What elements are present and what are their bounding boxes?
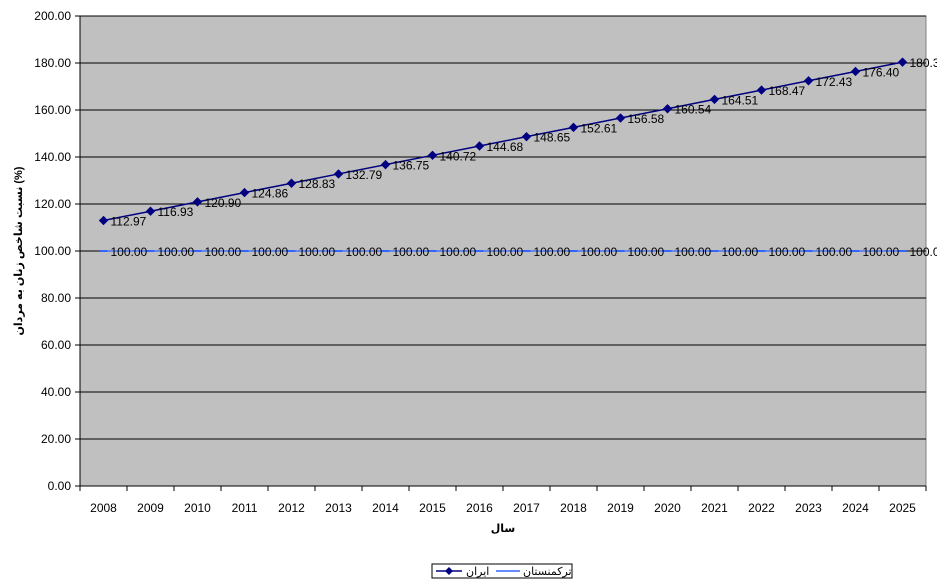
data-point	[474, 141, 485, 151]
x-tick-label: 2010	[184, 501, 211, 515]
data-label: 148.65	[534, 131, 571, 145]
data-label: 124.86	[252, 187, 289, 201]
data-label: 100.00	[346, 245, 383, 259]
data-label: 100.00	[675, 245, 712, 259]
data-label: 116.93	[158, 205, 194, 219]
data-label: 100.00	[581, 245, 618, 259]
data-point	[145, 206, 156, 216]
data-point	[897, 57, 908, 67]
y-tick-label: 40.00	[41, 385, 71, 399]
data-label: 100.00	[487, 245, 524, 259]
data-label: 112.97	[111, 215, 147, 229]
series-layer	[98, 57, 908, 252]
data-label: 100.00	[299, 245, 336, 259]
data-point	[192, 197, 203, 207]
x-tick-label: 2017	[513, 501, 540, 515]
data-labels: 100.00 100.00 100.00 100.00 100.00 100.00 100.…	[111, 56, 937, 259]
x-tick-label: 2015	[419, 501, 446, 515]
data-point	[756, 85, 767, 95]
x-tick-label: 2019	[607, 501, 634, 515]
data-label: 120.90	[205, 196, 242, 210]
data-label: 180.36	[910, 56, 937, 70]
data-label: 136.75	[393, 159, 430, 173]
data-label: 132.79	[346, 168, 383, 182]
data-point	[850, 66, 861, 77]
y-tick-label: 80.00	[41, 291, 71, 305]
y-tick-label: 180.00	[34, 56, 71, 70]
data-label: 100.00	[252, 245, 289, 259]
data-point	[98, 215, 109, 226]
y-tick-label: 120.00	[34, 197, 71, 211]
data-label: 128.83	[299, 177, 336, 191]
y-tick-label: 140.00	[34, 150, 71, 164]
x-tick-label: 2022	[748, 501, 775, 515]
data-point	[286, 178, 297, 188]
data-point	[568, 122, 579, 133]
data-point	[239, 187, 250, 198]
legend: ایران ترکمنستان	[431, 563, 573, 579]
data-label: 100.00	[111, 245, 148, 259]
x-tick-label: 2025	[889, 501, 916, 515]
data-point	[662, 104, 673, 114]
data-point	[803, 76, 814, 86]
data-point	[333, 169, 344, 179]
data-label: 168.47	[769, 84, 806, 98]
x-tick-label: 2016	[466, 501, 493, 515]
data-label: 100.00	[628, 245, 665, 259]
data-label: 100.00	[393, 245, 430, 259]
x-tick-label: 2011	[232, 501, 258, 515]
series-line	[103, 61, 903, 222]
y-tick-label: 100.00	[34, 244, 71, 258]
x-tick-label: 2012	[278, 501, 305, 515]
x-tick-label: 2018	[560, 501, 587, 515]
data-label: 100.00	[769, 245, 806, 259]
x-tick-label: 2023	[795, 501, 822, 515]
y-tick-label: 200.00	[34, 9, 71, 23]
data-label: 100.00	[440, 245, 477, 259]
x-axis-label: سال	[491, 523, 516, 535]
data-label: 100.00	[863, 245, 900, 259]
data-label: 100.00	[534, 245, 571, 259]
x-tick-label: 2008	[90, 501, 117, 515]
data-point	[427, 150, 438, 161]
x-tick-label: 2024	[842, 501, 869, 515]
gridlines	[80, 15, 926, 440]
data-label: 156.58	[628, 112, 665, 126]
y-tick-label: 60.00	[41, 338, 71, 352]
data-label: 100.00	[816, 245, 853, 259]
data-label: 160.54	[675, 103, 712, 117]
x-tick-label: 2021	[701, 501, 728, 515]
data-label: 100.00	[158, 245, 195, 259]
y-tick-label: 0.00	[48, 479, 72, 493]
data-label: 172.43	[816, 75, 853, 89]
y-tick-label: 20.00	[41, 432, 71, 446]
data-label: 140.72	[440, 149, 477, 163]
data-label: 164.51	[722, 93, 759, 107]
legend-label: ترکمنستان	[523, 566, 572, 578]
data-label: 100.00	[205, 245, 242, 259]
x-tick-label: 2014	[372, 501, 399, 515]
data-point	[521, 131, 532, 142]
x-axis: 2008 2009 2010 2011 2012 2013 2014 2015 2016 2017…	[79, 485, 927, 515]
data-label: 144.68	[487, 140, 524, 154]
data-label: 152.61	[581, 121, 618, 135]
y-axis: 0.00 20.00 40.00 60.00 80.00 100.00 120.00 140.…	[34, 9, 81, 493]
x-tick-label: 2009	[137, 501, 164, 515]
x-tick-label: 2020	[654, 501, 681, 515]
data-label: 176.40	[863, 65, 900, 79]
y-axis-label: نسبت شاخص زنان به مردان (%)	[13, 166, 25, 335]
x-tick-label: 2013	[325, 501, 352, 515]
data-point	[380, 159, 391, 170]
legend-marker	[445, 567, 453, 575]
data-point	[615, 113, 626, 123]
y-tick-label: 160.00	[34, 103, 71, 117]
legend-label: ایران	[466, 566, 489, 578]
data-label: 100.00	[910, 245, 937, 259]
data-point	[709, 94, 720, 105]
data-label: 100.00	[722, 245, 759, 259]
